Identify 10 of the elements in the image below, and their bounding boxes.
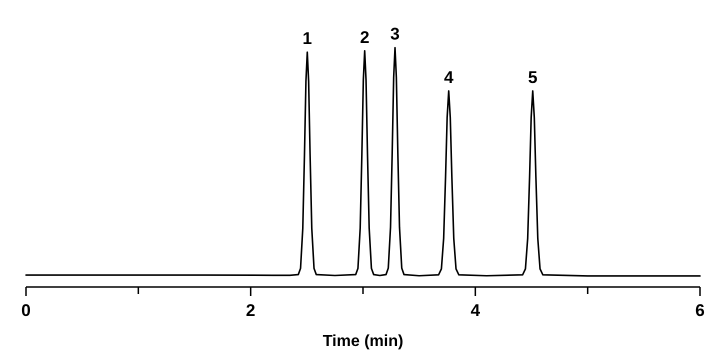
x-tick-label: 2: [246, 301, 256, 320]
annotation: 2: [360, 28, 370, 47]
annotation: 5: [528, 68, 538, 87]
x-axis-title: Time (min): [322, 333, 404, 350]
annotation: 3: [390, 24, 400, 44]
x-tick-label: 0: [21, 301, 31, 320]
x-tick-label: 4: [470, 301, 481, 320]
x-tick-label: 6: [695, 301, 705, 320]
annotation: 4: [444, 68, 454, 87]
annotation: 1: [302, 29, 312, 48]
